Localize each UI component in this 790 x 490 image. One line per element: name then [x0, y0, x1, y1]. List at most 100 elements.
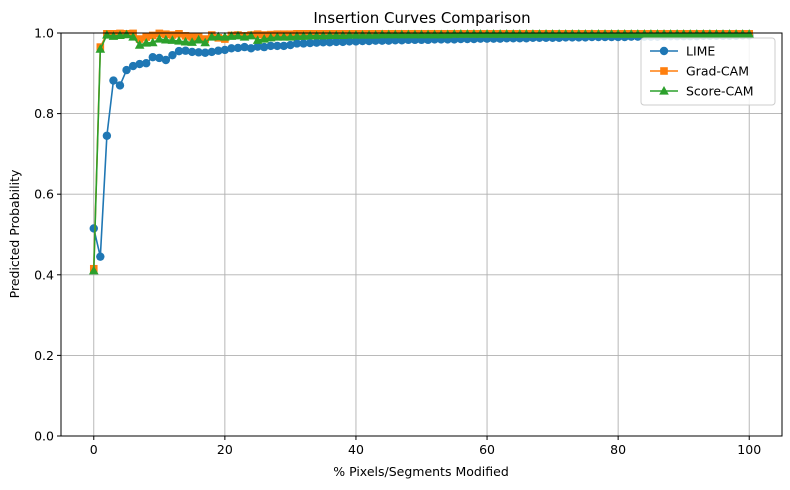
- point-lime: [207, 47, 216, 57]
- point-lime: [227, 44, 236, 53]
- legend-marker-lime: [659, 46, 669, 56]
- point-score-cam: [383, 29, 394, 39]
- point-lime: [96, 252, 105, 261]
- point-lime: [214, 46, 223, 55]
- point-lime: [273, 41, 282, 51]
- point-score-cam: [95, 44, 106, 53]
- point-score-cam: [272, 31, 283, 41]
- legend-label-grad-cam: Grad-CAM: [686, 64, 749, 79]
- chart-title: Insertion Curves Comparison: [313, 9, 530, 27]
- point-lime: [109, 76, 118, 85]
- point-lime: [332, 37, 341, 47]
- point-score-cam: [187, 37, 197, 46]
- point-score-cam: [128, 31, 138, 41]
- point-score-cam: [206, 31, 217, 41]
- point-score-cam: [429, 29, 440, 39]
- point-grad-cam: [135, 35, 144, 43]
- point-score-cam: [364, 29, 374, 39]
- point-score-cam: [147, 37, 158, 47]
- legend-item-grad-cam: Grad-CAM: [650, 64, 749, 79]
- x-tick-label: 60: [479, 442, 495, 457]
- point-lime: [325, 38, 334, 47]
- point-lime: [312, 38, 321, 47]
- point-lime: [161, 55, 171, 65]
- point-score-cam: [279, 31, 289, 41]
- legend-box: [640, 37, 776, 106]
- x-axis-label: % Pixels/Segments Modified: [333, 464, 509, 479]
- point-lime: [351, 37, 361, 46]
- point-score-cam: [344, 29, 355, 39]
- y-tick-label: 0.4: [34, 267, 54, 282]
- point-grad-cam: [142, 33, 151, 41]
- point-lime: [115, 81, 125, 90]
- x-tick-label: 40: [348, 442, 364, 457]
- point-lime: [174, 46, 184, 56]
- point-lime: [286, 40, 295, 50]
- point-lime: [253, 42, 262, 51]
- point-lime: [187, 47, 197, 57]
- point-lime: [168, 50, 177, 60]
- point-score-cam: [88, 265, 99, 275]
- point-score-cam: [305, 30, 315, 40]
- point-score-cam: [200, 37, 210, 47]
- point-lime: [364, 36, 374, 46]
- point-lime: [259, 42, 269, 52]
- point-lime: [148, 52, 157, 62]
- point-score-cam: [410, 29, 420, 39]
- x-tick-label: 20: [217, 442, 233, 457]
- point-lime: [89, 224, 98, 233]
- x-tick-label: 0: [90, 442, 98, 457]
- point-lime: [181, 46, 190, 55]
- point-lime: [266, 41, 275, 51]
- series-layer: [88, 29, 755, 275]
- point-grad-cam: [253, 30, 262, 39]
- point-score-cam: [311, 30, 322, 40]
- point-lime: [292, 39, 302, 48]
- point-score-cam: [102, 29, 112, 39]
- point-score-cam: [108, 31, 119, 40]
- point-score-cam: [180, 36, 191, 46]
- point-score-cam: [318, 30, 328, 40]
- y-axis-label: Predicted Probability: [7, 169, 22, 298]
- plot-frame: [60, 32, 783, 437]
- axis-ticks: 0 20 40 60 80 100 0.0 0.2 0.4 0.6 0.8 1.0: [34, 26, 761, 458]
- point-lime: [240, 42, 249, 52]
- point-score-cam: [298, 31, 309, 40]
- point-lime: [338, 37, 348, 47]
- point-lime: [305, 38, 315, 48]
- point-score-cam: [390, 29, 401, 39]
- x-tick-label: 80: [610, 442, 626, 457]
- point-lime: [246, 44, 256, 53]
- point-score-cam: [324, 30, 335, 40]
- point-score-cam: [141, 38, 152, 47]
- point-score-cam: [161, 34, 171, 44]
- point-lime: [155, 53, 164, 63]
- point-lime: [201, 48, 210, 57]
- point-score-cam: [226, 31, 237, 40]
- point-grad-cam: [168, 31, 177, 39]
- series-score-cam: [88, 29, 755, 275]
- point-score-cam: [331, 30, 342, 40]
- legend: LIME Grad-CAM Score-CAM: [640, 37, 776, 106]
- y-tick-label: 0.0: [34, 429, 54, 444]
- legend-label-lime: LIME: [686, 44, 715, 59]
- point-score-cam: [377, 29, 387, 39]
- point-lime: [318, 38, 328, 47]
- point-score-cam: [403, 29, 414, 39]
- point-score-cam: [167, 35, 178, 44]
- point-grad-cam: [175, 30, 183, 38]
- point-score-cam: [370, 29, 381, 39]
- point-score-cam: [246, 30, 256, 40]
- point-grad-cam: [148, 31, 157, 40]
- point-score-cam: [338, 30, 348, 40]
- point-score-cam: [397, 29, 407, 39]
- point-lime: [102, 131, 112, 140]
- point-lime: [135, 59, 144, 69]
- y-tick-label: 0.8: [34, 106, 54, 121]
- point-score-cam: [285, 31, 296, 41]
- point-score-cam: [233, 30, 243, 40]
- point-score-cam: [174, 36, 184, 45]
- point-score-cam: [265, 32, 276, 42]
- point-score-cam: [416, 29, 427, 39]
